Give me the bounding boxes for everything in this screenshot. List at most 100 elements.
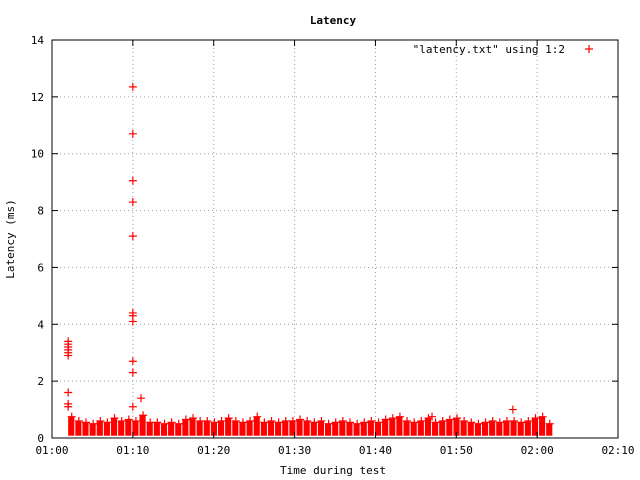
data-point-plus (381, 415, 390, 424)
data-points (64, 82, 554, 436)
data-point-plus (495, 418, 504, 427)
y-tick-label: 12 (31, 91, 44, 104)
data-point-plus (238, 418, 247, 427)
x-tick-label: 01:50 (440, 444, 473, 457)
data-point-plus (96, 416, 105, 425)
data-point-plus (146, 418, 155, 427)
data-point-plus (508, 405, 517, 414)
data-sample-column (353, 423, 360, 436)
x-tick-label: 01:40 (359, 444, 392, 457)
data-sample-column (410, 422, 417, 436)
data-sample-column (417, 420, 424, 436)
data-sample-column (96, 420, 103, 436)
data-point-plus (128, 129, 137, 138)
x-tick-label: 02:10 (601, 444, 634, 457)
data-sample-column (360, 422, 367, 436)
data-point-plus (67, 412, 76, 421)
data-point-plus (545, 419, 554, 428)
data-point-plus (317, 416, 326, 425)
data-point-plus (174, 419, 183, 428)
data-point-plus (296, 415, 305, 424)
data-point-plus (481, 418, 490, 427)
data-point-plus (128, 368, 137, 377)
data-sample-column (160, 423, 168, 436)
data-point-plus (367, 416, 376, 425)
data-sample-column (460, 420, 467, 436)
data-point-plus (353, 419, 362, 428)
data-point-plus (395, 412, 404, 421)
data-sample-column (139, 415, 146, 436)
data-sample-column (432, 422, 439, 436)
x-tick-label: 02:00 (521, 444, 554, 457)
data-sample-column (260, 422, 267, 436)
data-sample-column (217, 420, 225, 436)
y-tick-label: 6 (37, 261, 44, 274)
data-sample-column (510, 420, 517, 436)
data-point-plus (89, 419, 98, 428)
data-point-plus (281, 416, 290, 425)
legend-marker-plus-icon (585, 45, 593, 53)
data-point-plus (360, 418, 369, 427)
data-point-plus (128, 232, 137, 241)
data-point-plus (324, 419, 333, 428)
data-sample-column (310, 422, 317, 436)
data-point-plus (131, 416, 140, 425)
data-point-plus (128, 317, 137, 326)
data-sample-column (110, 418, 118, 436)
data-point-plus (210, 418, 219, 427)
y-tick-label: 8 (37, 205, 44, 218)
data-point-plus (460, 416, 469, 425)
y-axis-label: Latency (ms) (4, 199, 17, 278)
data-point-plus (128, 82, 137, 91)
data-sample-column (103, 422, 110, 436)
data-point-plus (488, 416, 497, 425)
data-sample-column (175, 423, 182, 436)
y-tick-label: 14 (31, 34, 45, 47)
data-point-plus (331, 418, 340, 427)
data-point-plus (117, 416, 126, 425)
data-sample-column (325, 423, 332, 436)
data-sample-column (225, 418, 232, 436)
data-point-plus (167, 418, 176, 427)
data-sample-column (524, 420, 531, 436)
data-sample-column (132, 420, 139, 436)
data-point-plus (417, 416, 426, 425)
data-point-plus (64, 402, 73, 411)
data-sample-column (182, 419, 189, 436)
legend: "latency.txt" using 1:2 (413, 43, 593, 56)
data-point-plus (410, 418, 419, 427)
data-sample-column (246, 420, 253, 436)
data-point-plus (517, 418, 526, 427)
x-tick-label: 01:30 (278, 444, 311, 457)
data-point-plus (136, 394, 145, 403)
data-sample-column (332, 422, 339, 436)
data-sample-column (168, 422, 175, 436)
data-point-plus (128, 176, 137, 185)
data-sample-column (382, 419, 389, 436)
data-sample-column (282, 420, 289, 436)
data-sample-column (267, 420, 275, 436)
data-sample-column (539, 416, 546, 436)
data-point-plus (153, 418, 162, 427)
data-point-plus (203, 416, 212, 425)
data-point-plus (452, 414, 461, 423)
data-point-plus (139, 411, 148, 420)
data-point-plus (403, 416, 412, 425)
data-sample-column (339, 420, 346, 436)
y-axis-ticks: 0 2 4 6 8 10 12 14 (31, 34, 618, 445)
data-sample-column (189, 418, 196, 436)
data-point-plus (274, 418, 283, 427)
data-sample-column (439, 420, 446, 436)
data-point-plus (74, 416, 83, 425)
data-point-plus (64, 388, 73, 397)
data-sample-column (389, 418, 396, 436)
x-tick-label: 01:20 (197, 444, 230, 457)
data-sample-column (446, 419, 453, 436)
data-point-plus (428, 412, 437, 421)
data-point-plus (467, 418, 476, 427)
data-point-plus (224, 414, 233, 423)
data-point-plus (64, 351, 73, 360)
data-point-plus (217, 416, 226, 425)
data-sample-column (396, 416, 403, 436)
data-point-plus (474, 419, 483, 428)
